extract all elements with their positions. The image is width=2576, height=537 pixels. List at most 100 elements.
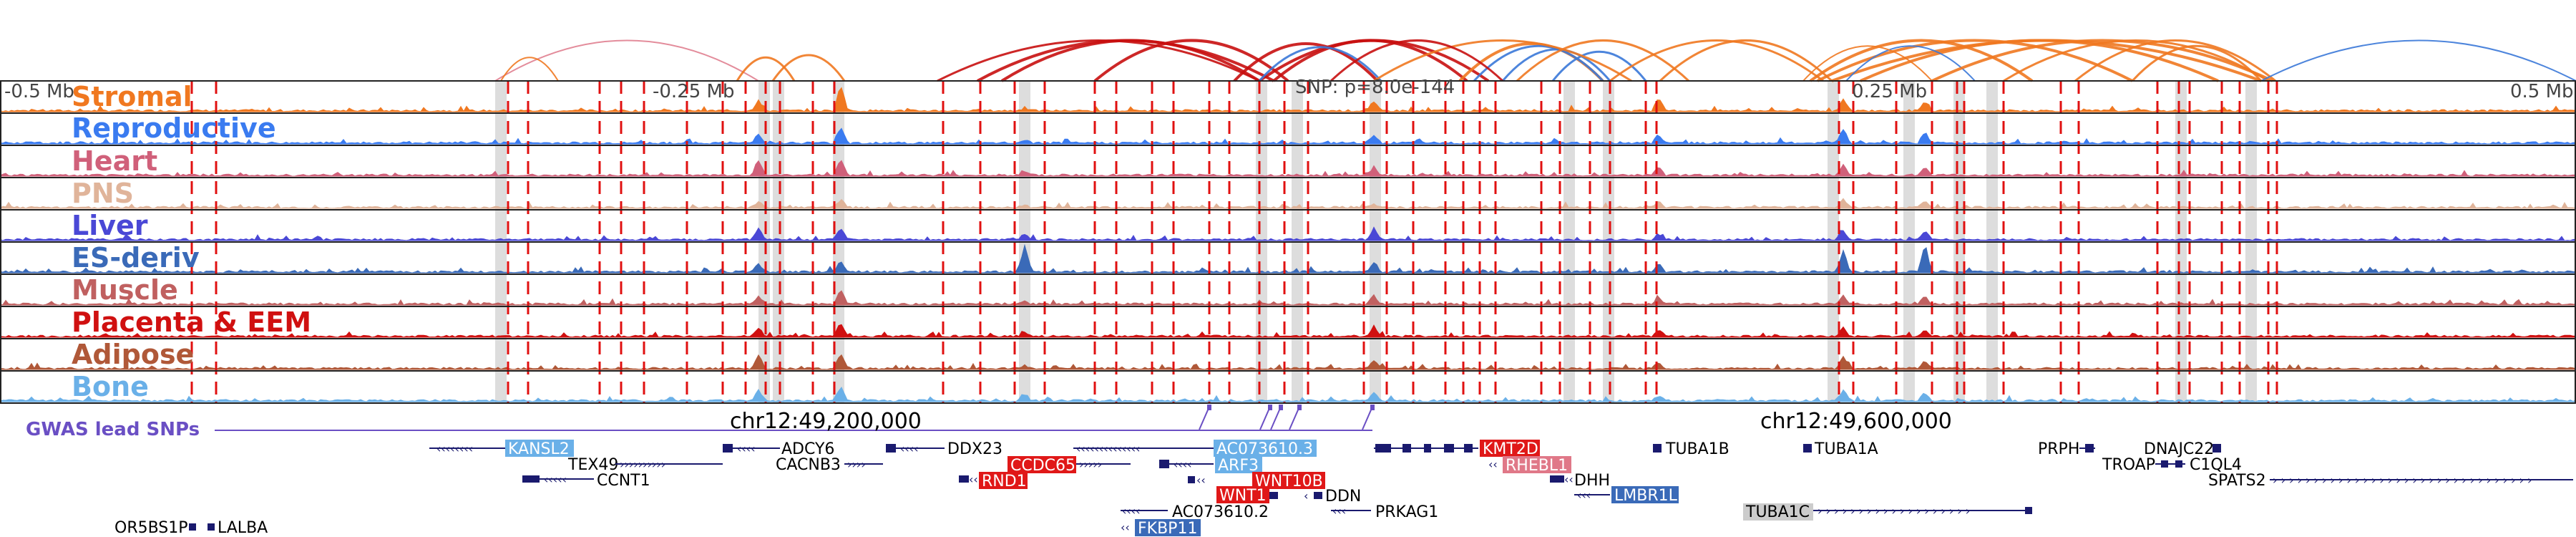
chromatin-arc bbox=[1516, 39, 1690, 82]
svg-text:››››: ›››› bbox=[847, 458, 866, 471]
gene-label-lmbr1l: LMBR1L bbox=[1614, 487, 1678, 505]
svg-text:‹‹‹‹‹‹‹‹: ‹‹‹‹‹‹‹‹ bbox=[436, 442, 473, 455]
gene-adcy6: ‹‹‹‹ ADCY6 bbox=[723, 440, 834, 458]
gene-ccnt1: ‹‹‹‹‹ CCNT1 bbox=[522, 472, 650, 490]
svg-text:› › › › › › › › › › › › › › ›: › › › › › › › › › › › › › › › › › › › › … bbox=[2273, 473, 2532, 487]
gene-label-prph: PRPH bbox=[2038, 440, 2079, 458]
gene-tuba1b: TUBA1B bbox=[1653, 440, 1729, 458]
gene-label-c1ql4: C1QL4 bbox=[2190, 456, 2242, 474]
chromatin-arc bbox=[1931, 39, 2273, 82]
track-label-pns: PNS bbox=[72, 178, 134, 209]
coord-left-label: chr12:49,200,000 bbox=[730, 409, 922, 434]
track-frame bbox=[0, 80, 2576, 404]
track-label-adipose: Adipose bbox=[72, 339, 194, 370]
gwas-snp-marker bbox=[1279, 405, 1283, 410]
axis-left-label: -0.5 Mb bbox=[4, 81, 74, 102]
gwas-snp-stem bbox=[1199, 406, 1210, 430]
gene-label-tex49: TEX49 bbox=[567, 456, 618, 474]
gene-label-ccnt1: CCNT1 bbox=[597, 472, 650, 490]
gene-rnd1: ‹‹ RND1 bbox=[959, 472, 1028, 490]
gene-label-ac073610-2: AC073610.2 bbox=[1172, 503, 1269, 521]
gene-ddn: ‹ DDN bbox=[1304, 488, 1361, 505]
gene-label-troap: TROAP bbox=[2102, 456, 2155, 474]
chromatin-arc bbox=[1233, 42, 1379, 82]
gene-prph: PRPH bbox=[2038, 440, 2095, 458]
gene-tuba1c: TUBA1C › › › › › › › › › › › › › › › › ›… bbox=[1743, 503, 2032, 521]
gene-tex49: TEX49 ›››››››››› bbox=[567, 456, 723, 474]
gwas-snp-marker bbox=[1370, 405, 1375, 410]
track-label-bone: Bone bbox=[72, 371, 149, 402]
gene-wnt1: WNT1 bbox=[1216, 486, 1278, 505]
gene-box-rnd1 bbox=[979, 472, 1028, 489]
axis-mid-left-label: -0.25 Mb bbox=[653, 81, 734, 102]
gene-label-rhebl1: RHEBL1 bbox=[1506, 457, 1568, 475]
gwas-snp-stem bbox=[1362, 406, 1373, 430]
gwas-snp-marker bbox=[1268, 405, 1272, 410]
track-label-heart: Heart bbox=[72, 145, 157, 177]
gene-label-adcy6: ADCY6 bbox=[781, 440, 834, 458]
chromatin-arc bbox=[2003, 39, 2269, 82]
signal-track-9 bbox=[0, 386, 2576, 402]
chromatin-arc bbox=[1000, 39, 1261, 82]
chromatin-arc bbox=[1551, 50, 1647, 82]
track-label-stromal: Stromal bbox=[72, 81, 192, 112]
gene-label-wnt1: WNT1 bbox=[1219, 487, 1267, 505]
gene-fkbp11: ‹‹ FKBP11 bbox=[1121, 519, 1201, 537]
gene-label-ddn: DDN bbox=[1325, 488, 1361, 505]
track-label-reproductive: Reproductive bbox=[72, 112, 276, 144]
gene-label-tuba1a: TUBA1A bbox=[1814, 440, 1878, 458]
gene-lmbr1l: ‹‹‹ LMBR1L bbox=[1574, 486, 1679, 505]
svg-text:‹‹: ‹‹ bbox=[969, 473, 978, 486]
gene-box-kansl2 bbox=[505, 440, 574, 457]
gene-prkag1: ‹‹‹ PRKAG1 bbox=[1331, 503, 1438, 521]
gene-kansl2: ‹‹‹‹‹‹‹‹ KANSL2 bbox=[429, 440, 574, 458]
svg-text:‹‹: ‹‹ bbox=[1564, 473, 1574, 486]
svg-text:‹‹‹‹‹‹‹‹‹‹‹‹‹‹: ‹‹‹‹‹‹‹‹‹‹‹‹‹‹ bbox=[1076, 442, 1141, 455]
gene-label-lalba: LALBA bbox=[218, 519, 268, 537]
gene-label-fkbp11: FKBP11 bbox=[1138, 520, 1197, 537]
gene-box-wnt1 bbox=[1216, 486, 1269, 503]
gwas-label: GWAS lead SNPs bbox=[26, 419, 200, 440]
signal-track-3 bbox=[0, 198, 2576, 209]
chromatin-arc bbox=[1330, 39, 1504, 82]
chromatin-arc bbox=[1373, 39, 1632, 82]
gene-label-spats2: SPATS2 bbox=[2208, 472, 2266, 490]
gene-dnajc22: DNAJC22 bbox=[2144, 440, 2221, 458]
svg-text:‹‹: ‹‹ bbox=[1196, 473, 1206, 487]
signal-track-1 bbox=[0, 127, 2576, 145]
chromatin-arc bbox=[1258, 39, 1490, 82]
gene-troap: TROAP bbox=[2102, 456, 2185, 474]
gene-label-arf3: ARF3 bbox=[1218, 457, 1259, 475]
axis-right-label: 0.5 Mb bbox=[2510, 81, 2574, 102]
coord-right-label: chr12:49,600,000 bbox=[1760, 409, 1952, 434]
signal-track-8 bbox=[0, 354, 2576, 370]
gene-track: ‹‹‹‹‹‹‹‹ KANSL2 TEX49 ›››››››››› ‹‹‹‹‹ C… bbox=[114, 440, 2573, 537]
signal-track-5 bbox=[0, 243, 2576, 274]
signal-tracks bbox=[0, 87, 2576, 402]
chromatin-arc bbox=[2074, 39, 2276, 82]
gene-ddx23: ‹‹‹‹ DDX23 bbox=[886, 440, 1002, 458]
gene-label-dhh: DHH bbox=[1574, 472, 1610, 490]
svg-text:‹‹: ‹‹ bbox=[1121, 521, 1130, 534]
chromatin-arc bbox=[1659, 39, 1833, 82]
axis-mid-right-label: 0.25 Mb bbox=[1852, 81, 1927, 102]
svg-text:‹: ‹ bbox=[1304, 489, 1308, 503]
chromatin-arc bbox=[736, 56, 796, 82]
svg-text:‹‹‹‹: ‹‹‹‹ bbox=[737, 442, 756, 455]
gene-box-ac073610-3 bbox=[1214, 440, 1317, 457]
chromatin-arc bbox=[1845, 45, 1976, 82]
signal-track-4 bbox=[0, 226, 2576, 241]
gene-or5bs1p: OR5BS1P bbox=[114, 519, 196, 537]
gene-spats2: SPATS2 › › › › › › › › › › › › › › › › ›… bbox=[2208, 472, 2573, 490]
track-label-muscle: Muscle bbox=[72, 274, 178, 306]
gene-ccdc65: CCDC65 ››››› bbox=[1008, 456, 1131, 475]
chromatin-arc bbox=[500, 57, 559, 82]
signal-track-7 bbox=[0, 324, 2576, 338]
gene-ac073610-2: ‹‹‹‹ AC073610.2 bbox=[1121, 503, 1269, 521]
chromatin-arc bbox=[771, 54, 846, 82]
svg-text:› › › › › › › › › › › › › › ›: › › › › › › › › › › › › › › › › › › › bbox=[1818, 504, 1970, 518]
gene-label-tuba1c: TUBA1C bbox=[1745, 503, 1810, 521]
gene-arf3: ‹‹‹‹ ARF3 bbox=[1159, 456, 1262, 475]
gene-lalba: LALBA bbox=[208, 519, 268, 537]
